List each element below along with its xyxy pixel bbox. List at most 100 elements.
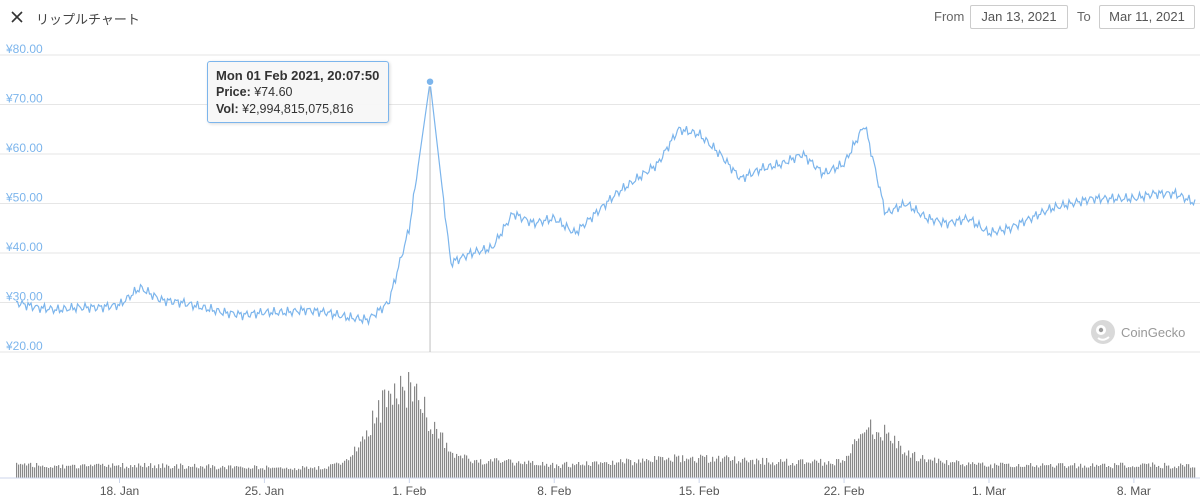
volume-bar bbox=[276, 467, 278, 478]
volume-bar bbox=[500, 462, 502, 478]
volume-bar bbox=[340, 464, 342, 478]
volume-bar bbox=[956, 460, 958, 478]
volume-bar bbox=[888, 432, 890, 478]
volume-bar bbox=[1178, 466, 1180, 478]
volume-bar bbox=[954, 462, 956, 478]
volume-bar bbox=[278, 467, 280, 478]
volume-bar bbox=[1024, 466, 1026, 478]
volume-bar bbox=[542, 461, 544, 478]
volume-bar bbox=[964, 466, 966, 478]
price-line[interactable] bbox=[16, 81, 1196, 327]
volume-bar bbox=[1078, 466, 1080, 478]
volume-bar bbox=[174, 466, 176, 478]
volume-bar bbox=[716, 458, 718, 478]
volume-bar bbox=[898, 440, 900, 478]
volume-bar bbox=[840, 462, 842, 478]
volume-bar bbox=[192, 466, 194, 478]
volume-bar bbox=[1038, 467, 1040, 478]
volume-bar bbox=[480, 459, 482, 478]
volume-bar bbox=[300, 469, 302, 478]
volume-bar bbox=[40, 466, 42, 478]
volume-bar bbox=[556, 464, 558, 478]
volume-bar bbox=[692, 456, 694, 478]
volume-bar bbox=[934, 457, 936, 478]
to-date-input[interactable]: Mar 11, 2021 bbox=[1099, 5, 1195, 29]
volume-bar bbox=[432, 433, 434, 478]
volume-bar bbox=[328, 466, 330, 478]
volume-bar bbox=[104, 466, 106, 478]
volume-bar bbox=[414, 386, 416, 478]
volume-bar bbox=[982, 462, 984, 478]
volume-bar bbox=[80, 465, 82, 478]
volume-bar bbox=[1020, 466, 1022, 478]
volume-bar bbox=[88, 466, 90, 478]
volume-bar bbox=[708, 462, 710, 478]
volume-bar bbox=[1044, 465, 1046, 478]
volume-bar bbox=[906, 455, 908, 478]
volume-bar bbox=[342, 462, 344, 478]
volume-bar bbox=[820, 458, 822, 478]
volume-bar bbox=[152, 467, 154, 478]
volume-bar bbox=[684, 461, 686, 478]
volume-bar bbox=[120, 467, 122, 478]
volume-bar bbox=[614, 464, 616, 478]
volume-bar bbox=[208, 464, 210, 478]
volume-bar bbox=[868, 427, 870, 478]
volume-bar bbox=[862, 433, 864, 478]
volume-bar bbox=[918, 461, 920, 478]
volume-bar bbox=[16, 462, 18, 478]
volume-bar bbox=[456, 453, 458, 478]
volume-bar bbox=[108, 464, 110, 478]
volume-bar bbox=[626, 458, 628, 478]
volume-bar bbox=[286, 467, 288, 478]
tooltip-date: Mon 01 Feb 2021, 20:07:50 bbox=[216, 68, 380, 83]
volume-bar bbox=[182, 465, 184, 478]
volume-bar bbox=[552, 462, 554, 478]
from-date-input[interactable]: Jan 13, 2021 bbox=[970, 5, 1068, 29]
volume-bar bbox=[288, 469, 290, 478]
volume-bar bbox=[1036, 465, 1038, 478]
volume-bar bbox=[304, 467, 306, 478]
volume-bar bbox=[150, 463, 152, 478]
volume-bar bbox=[1194, 467, 1196, 478]
volume-bar bbox=[604, 462, 606, 478]
volume-bar bbox=[792, 463, 794, 478]
volume-bar bbox=[660, 456, 662, 478]
tooltip: Mon 01 Feb 2021, 20:07:50 Price: ¥74.60 … bbox=[207, 61, 389, 123]
volume-bar bbox=[390, 393, 392, 478]
close-icon[interactable] bbox=[9, 9, 25, 25]
volume-bar bbox=[742, 458, 744, 478]
volume-bar bbox=[670, 460, 672, 478]
volume-bar bbox=[1090, 465, 1092, 478]
volume-bar bbox=[696, 462, 698, 478]
y-tick-label: ¥70.00 bbox=[5, 92, 43, 106]
volume-bar bbox=[844, 461, 846, 478]
volume-bar bbox=[726, 455, 728, 478]
volume-bar bbox=[246, 468, 248, 478]
volume-bar bbox=[378, 400, 380, 478]
volume-bar bbox=[668, 457, 670, 478]
volume-bar bbox=[1160, 467, 1162, 478]
volume-bar bbox=[268, 467, 270, 478]
volume-bar bbox=[290, 468, 292, 478]
volume-bar bbox=[82, 464, 84, 478]
volume-bar bbox=[794, 465, 796, 478]
volume-bar bbox=[808, 462, 810, 478]
volume-bar bbox=[402, 386, 404, 478]
volume-bar bbox=[196, 467, 198, 478]
volume-bar bbox=[220, 467, 222, 478]
volume-bar bbox=[666, 459, 668, 478]
volume-bar bbox=[1096, 464, 1098, 478]
volume-bar bbox=[1188, 464, 1190, 478]
volume-bar bbox=[950, 462, 952, 478]
volume-bar bbox=[1114, 463, 1116, 478]
volume-bar bbox=[140, 465, 142, 478]
volume-bar bbox=[446, 442, 448, 478]
tooltip-price: Price: ¥74.60 bbox=[216, 85, 293, 99]
volume-bar bbox=[608, 464, 610, 478]
volume-bar bbox=[136, 467, 138, 478]
volume-bar bbox=[322, 469, 324, 478]
volume-bar bbox=[20, 463, 22, 478]
volume-bar bbox=[900, 445, 902, 478]
